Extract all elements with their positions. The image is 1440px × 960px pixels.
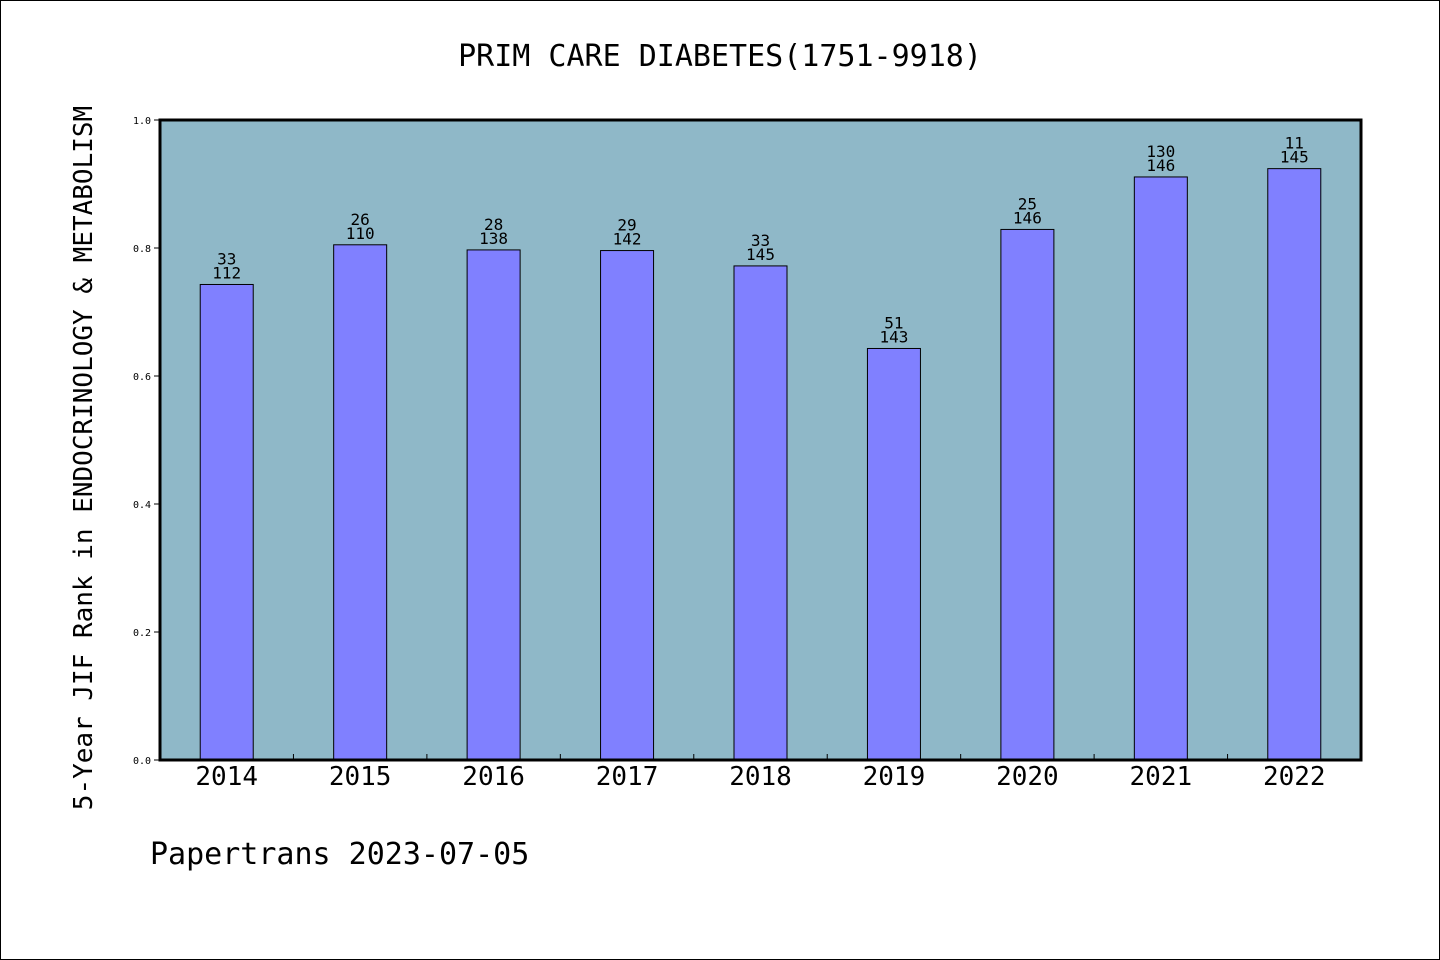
x-tick-label: 2021 <box>1130 762 1193 792</box>
bar-total-label: 110 <box>346 224 375 243</box>
bar <box>600 250 655 761</box>
bar-total-label: 145 <box>746 245 775 264</box>
bar <box>1267 168 1322 761</box>
plot-border <box>158 118 1363 762</box>
bar-rank-label: 51 <box>884 313 903 332</box>
bar-total-label: 143 <box>879 327 908 346</box>
y-tick-label: 1.0 <box>133 116 151 127</box>
bar <box>466 249 521 761</box>
y-tick-label: 0.6 <box>133 372 151 383</box>
bar-total-label: 142 <box>613 230 642 249</box>
bar-rank-label: 26 <box>351 210 370 229</box>
y-tick-label: 0.4 <box>133 500 151 511</box>
x-tick-label: 2016 <box>462 762 525 792</box>
bar-rank-label: 25 <box>1018 194 1037 213</box>
y-tick-label: 0.8 <box>133 244 151 255</box>
x-tick-label: 2015 <box>329 762 392 792</box>
footer-text: Papertrans 2023-07-05 <box>150 837 529 872</box>
bar-total-label: 138 <box>479 229 508 248</box>
x-tick-label: 2020 <box>996 762 1059 792</box>
x-axis: 2014 2015 2016 2017 2018 2019 2020 2021 2022 <box>195 754 1326 792</box>
bar-rank-label: 28 <box>484 215 503 234</box>
chart-title: PRIM CARE DIABETES(1751-9918) <box>458 39 982 74</box>
bar-rank-label: 130 <box>1146 142 1175 161</box>
bar-total-label: 146 <box>1013 208 1042 227</box>
bar-total-label: 145 <box>1280 148 1309 167</box>
bar-rank-label: 33 <box>751 231 770 250</box>
bar <box>866 347 921 761</box>
bar-rank-label: 29 <box>617 216 636 235</box>
bar <box>733 265 788 761</box>
bar <box>1000 228 1055 761</box>
x-tick-label: 2017 <box>596 762 659 792</box>
x-tick-label: 2022 <box>1263 762 1326 792</box>
bar <box>333 244 388 761</box>
bar-rank-label: 33 <box>217 249 236 268</box>
y-axis-label: 5-Year JIF Rank in ENDOCRINOLOGY & METAB… <box>69 106 99 810</box>
y-axis: 0.0 0.2 0.4 0.6 0.8 1.0 <box>133 116 160 767</box>
bar <box>1133 176 1188 761</box>
x-tick-label: 2014 <box>195 762 258 792</box>
bar-total-label: 112 <box>212 263 241 282</box>
y-tick-label: 0.0 <box>133 756 151 767</box>
bar-total-label: 146 <box>1146 156 1175 175</box>
x-tick-label: 2019 <box>863 762 926 792</box>
bar-rank-label: 11 <box>1285 134 1304 153</box>
x-tick-label: 2018 <box>729 762 792 792</box>
bars-group <box>199 168 1322 761</box>
bar <box>199 283 254 761</box>
y-tick-label: 0.2 <box>133 628 151 639</box>
